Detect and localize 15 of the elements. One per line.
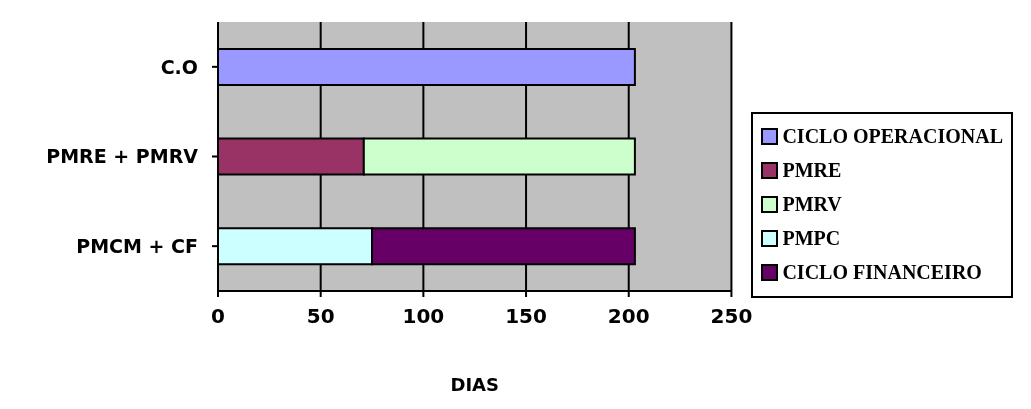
- legend-label: PMRV: [782, 193, 842, 216]
- y-tick-label: C.O: [160, 55, 198, 78]
- x-tick-label: 150: [505, 304, 547, 329]
- legend-label: PMRE: [782, 159, 842, 182]
- x-tick-label: 50: [306, 304, 335, 329]
- y-tick-label: PMCM + CF: [76, 234, 198, 257]
- x-tick-label: 0: [211, 304, 225, 329]
- x-tick-label: 100: [402, 304, 445, 329]
- x-axis-title: DIAS: [450, 374, 499, 395]
- legend-label: PMPC: [782, 227, 841, 250]
- x-tick-label: 250: [710, 304, 753, 329]
- y-tick-label: PMRE + PMRV: [46, 145, 199, 168]
- legend-label: CICLO OPERACIONAL: [782, 125, 1003, 148]
- legend-label: CICLO FINANCEIRO: [782, 261, 982, 284]
- x-tick-label: 200: [607, 304, 650, 329]
